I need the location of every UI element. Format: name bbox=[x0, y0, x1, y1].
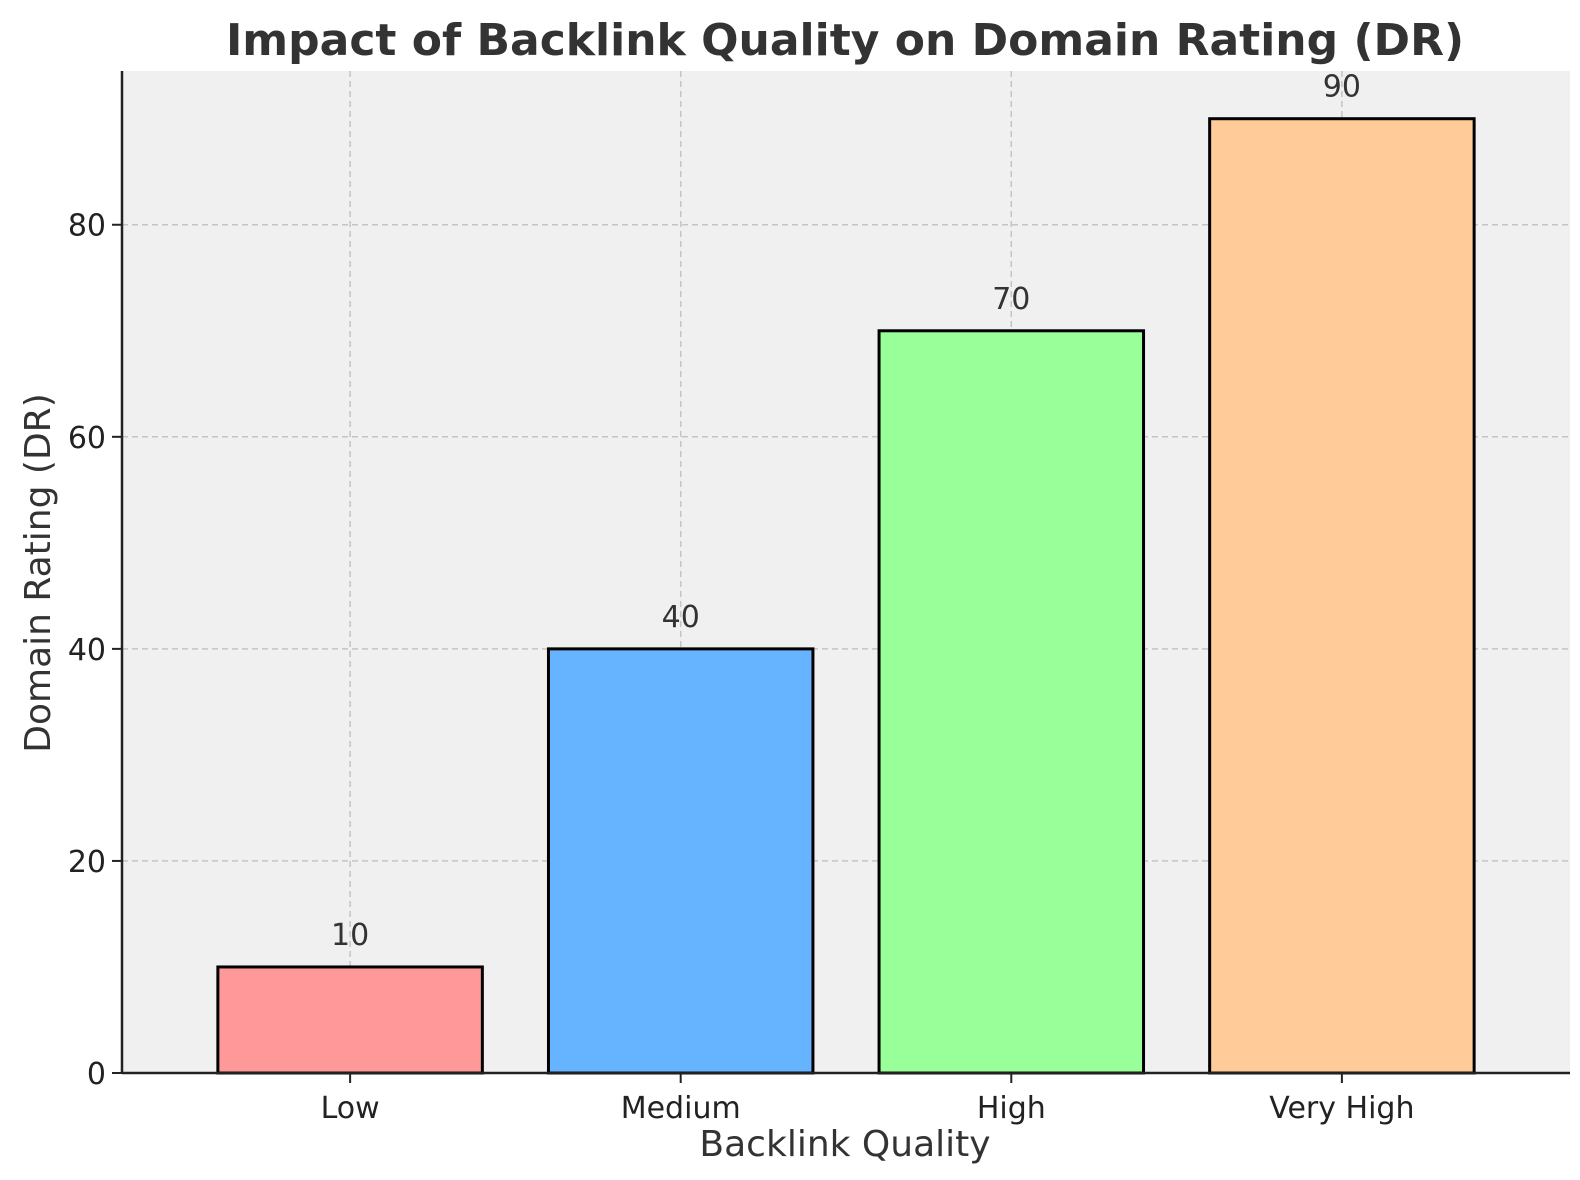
x-tick-label: High bbox=[977, 1091, 1046, 1126]
bars bbox=[216, 117, 1476, 1075]
data-label: 70 bbox=[992, 282, 1030, 317]
bar-high bbox=[877, 329, 1146, 1075]
y-tick-label: 60 bbox=[68, 421, 106, 456]
x-tick-label: Medium bbox=[621, 1091, 741, 1126]
x-axis-label: Backlink Quality bbox=[699, 1124, 990, 1165]
bar-medium bbox=[546, 647, 815, 1075]
data-label: 90 bbox=[1323, 70, 1361, 105]
y-tick-label: 80 bbox=[68, 209, 106, 244]
y-tick-label: 40 bbox=[68, 633, 106, 668]
x-ticks: Low Medium High Very High bbox=[321, 1073, 1415, 1126]
bar-very-high bbox=[1208, 117, 1476, 1075]
y-axis-label: Domain Rating (DR) bbox=[18, 393, 59, 752]
y-ticks: 0 20 40 60 80 bbox=[68, 209, 122, 1092]
data-labels: 10 40 70 90 bbox=[331, 70, 1361, 953]
data-label: 10 bbox=[331, 918, 369, 953]
x-tick-label: Very High bbox=[1269, 1091, 1414, 1126]
y-tick-label: 0 bbox=[87, 1057, 106, 1092]
chart-title: Impact of Backlink Quality on Domain Rat… bbox=[226, 15, 1464, 66]
y-tick-label: 20 bbox=[68, 845, 106, 880]
x-tick-label: Low bbox=[321, 1091, 380, 1126]
data-label: 40 bbox=[662, 600, 700, 635]
bar-low bbox=[216, 965, 484, 1075]
